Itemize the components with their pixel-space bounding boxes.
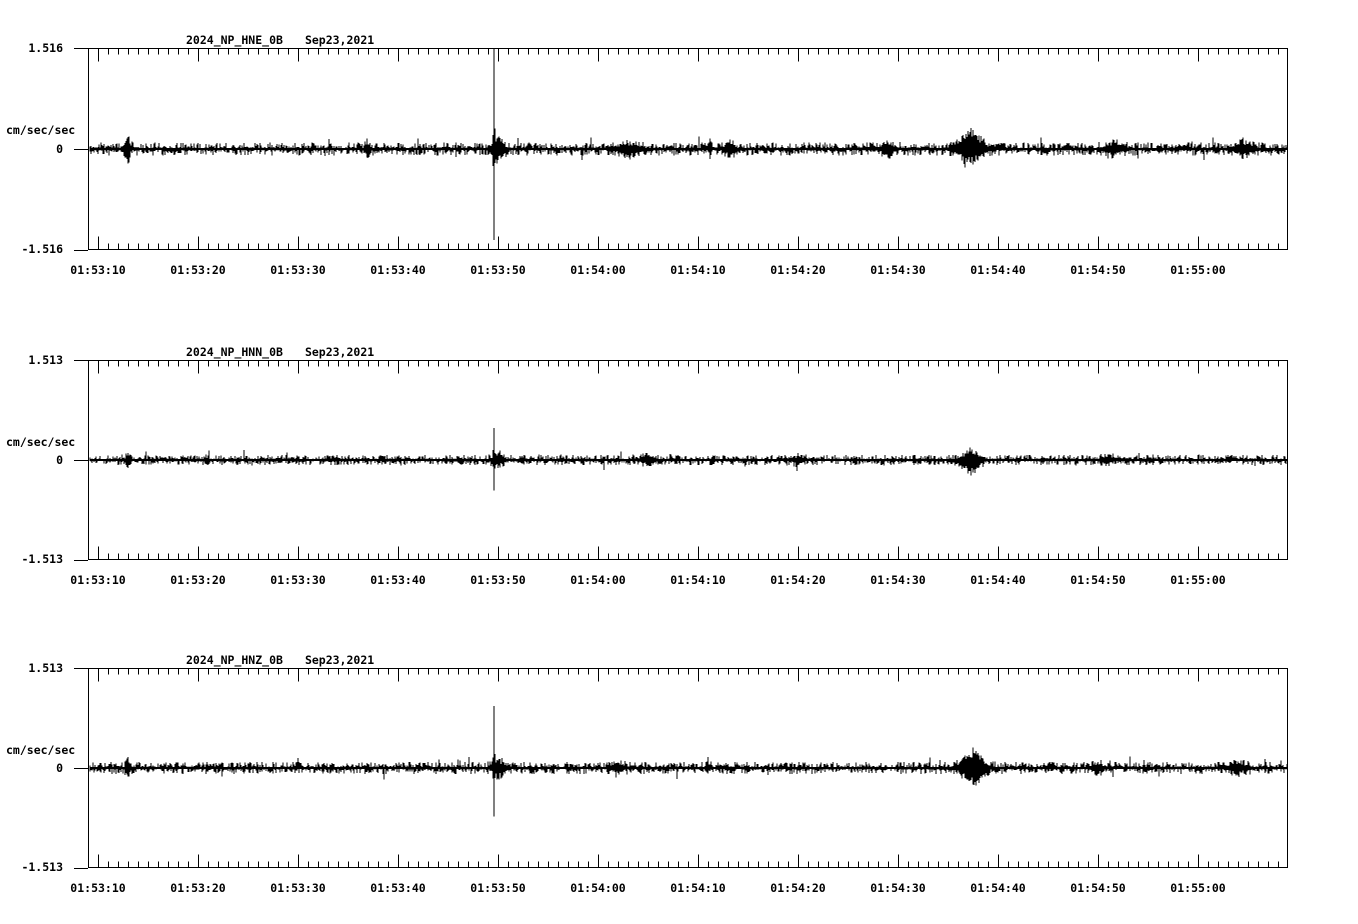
panel-1-trace-2024_NP_HNE_0B [89,48,1288,241]
panel-2-trace-2024_NP_HNN_0B [89,427,1288,491]
panel-3-frame [88,668,1288,868]
panel-1-ticks [74,48,1279,251]
panel-2-frame [88,360,1288,560]
panel-1-frame [88,48,1288,250]
panel-3-ticks [74,668,1279,869]
panel-3-trace-2024_NP_HNZ_0B [89,706,1288,817]
panel-2-ticks [74,360,1279,561]
